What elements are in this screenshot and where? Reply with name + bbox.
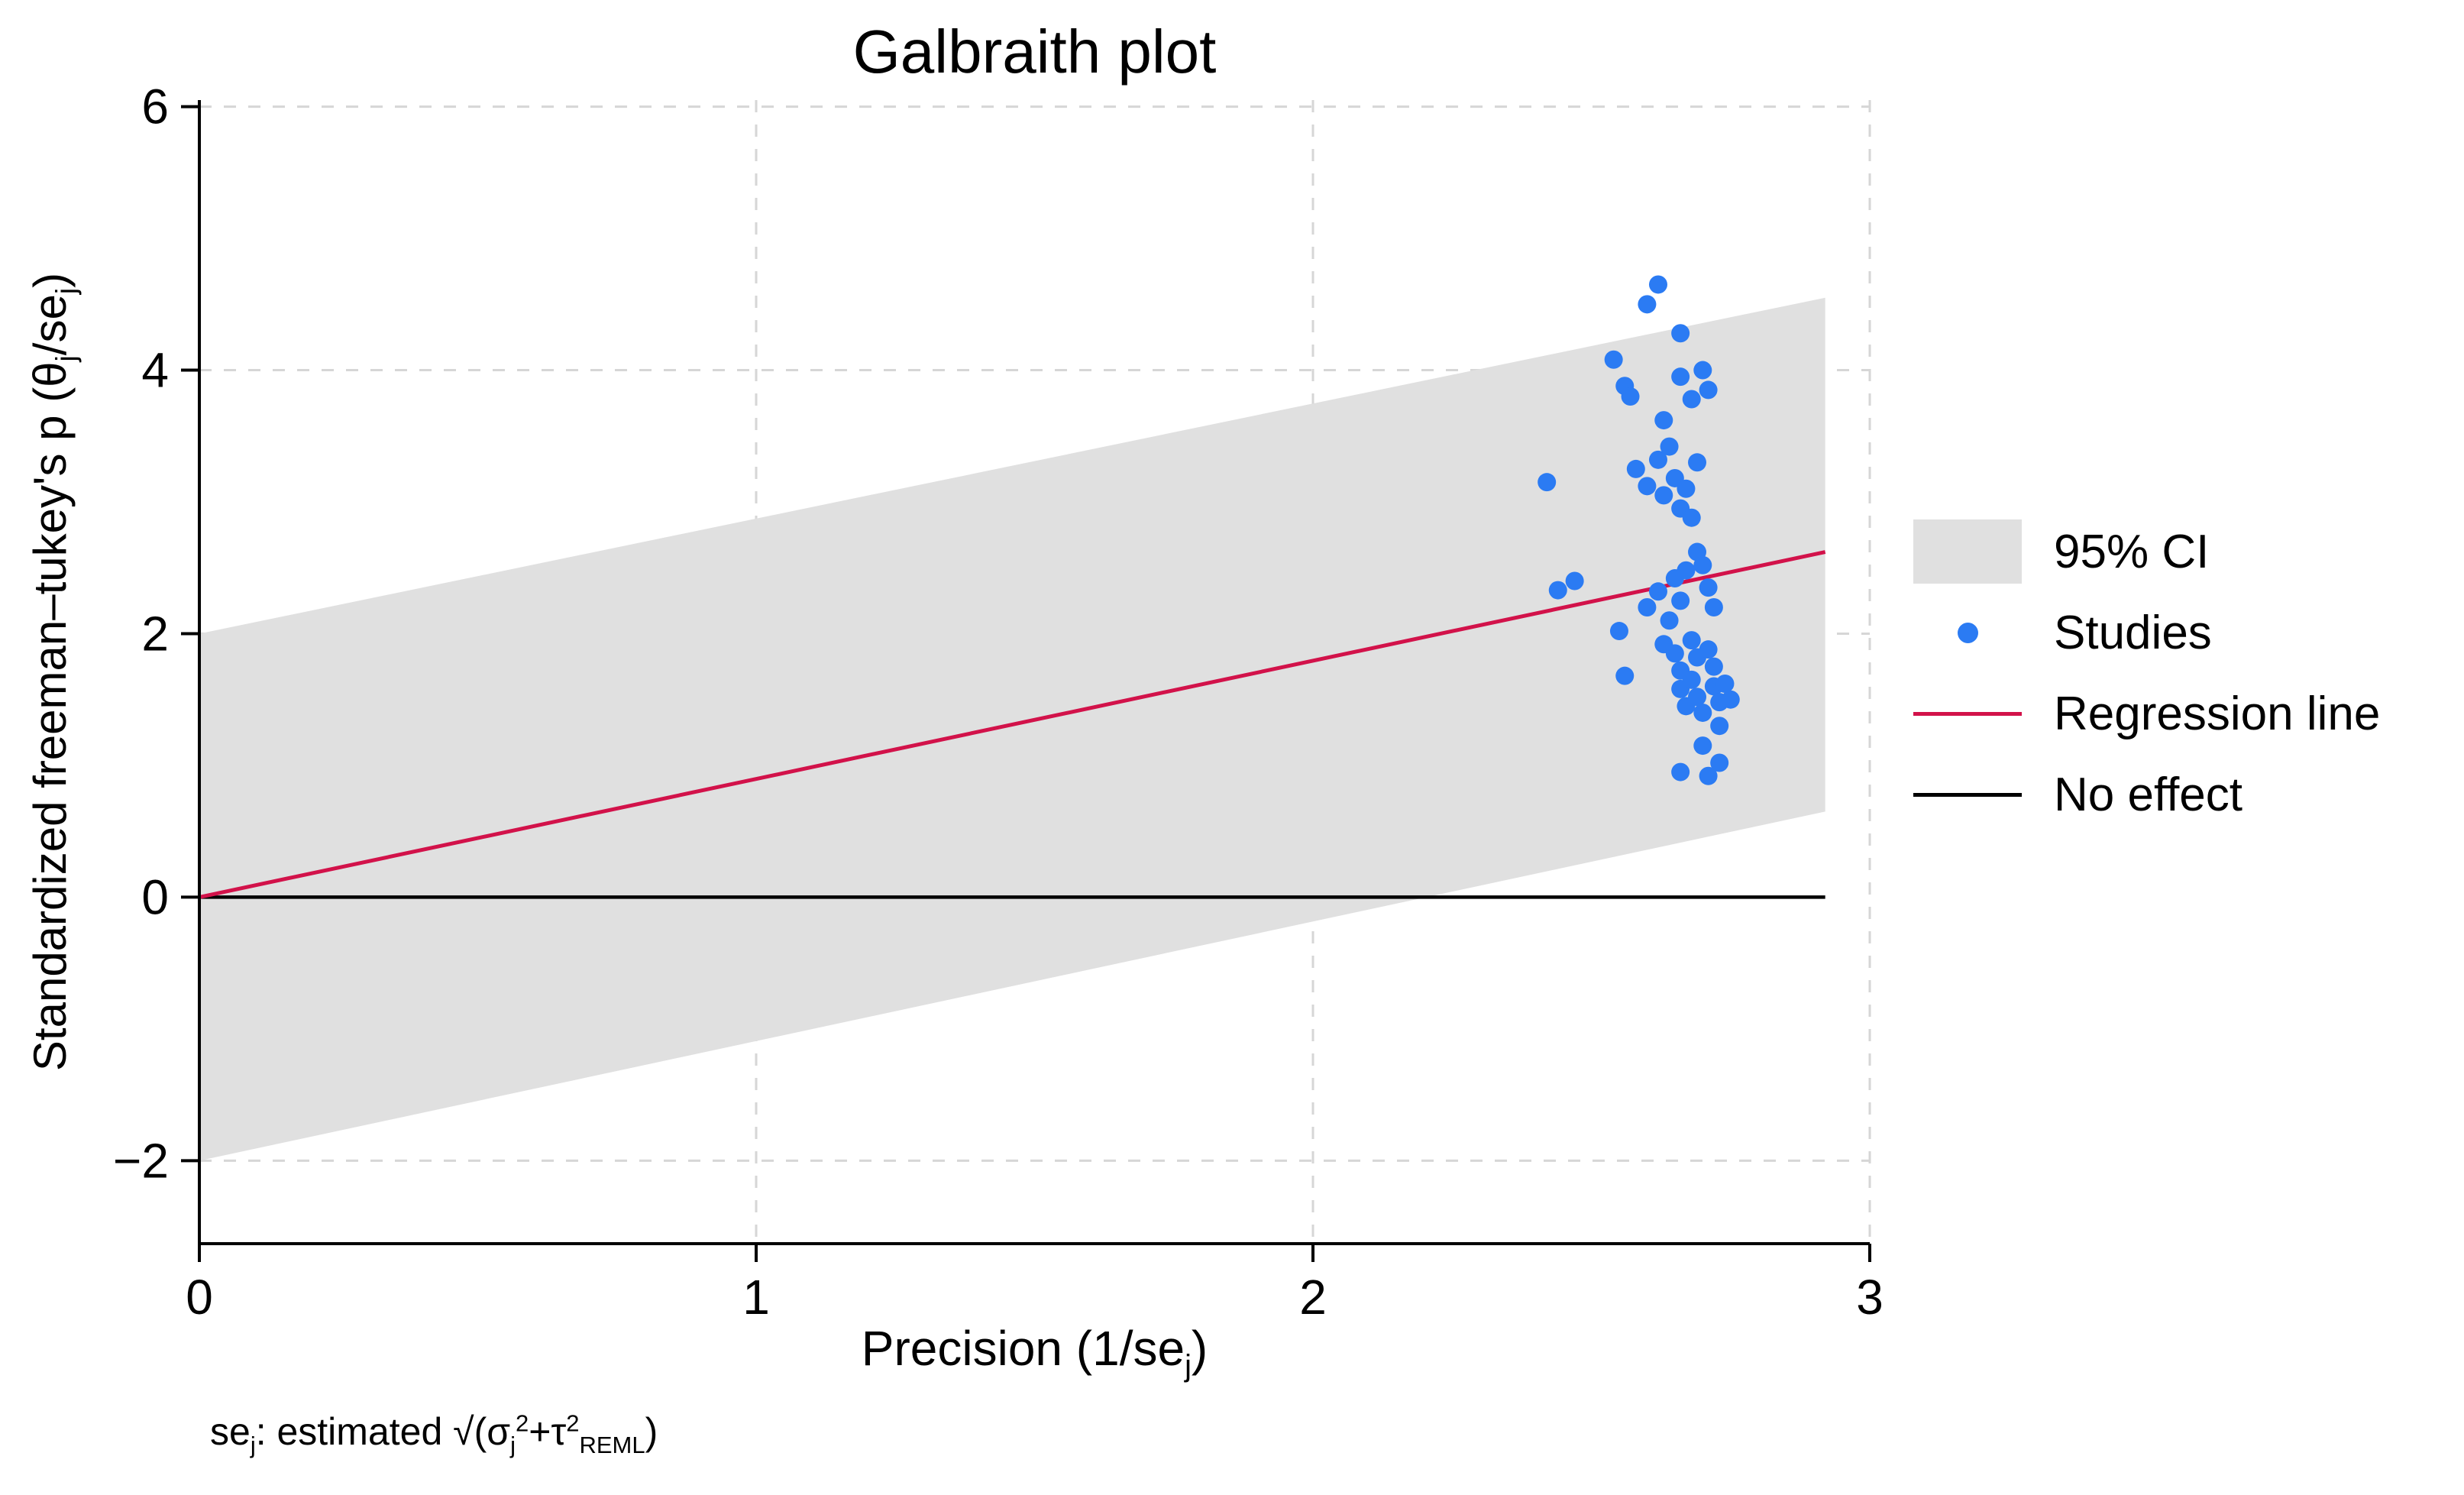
study-point (1693, 703, 1712, 722)
study-point (1715, 675, 1735, 694)
y-tick-label: 6 (141, 79, 169, 134)
ci-band-swatch (1913, 519, 2022, 584)
study-point (1699, 766, 1718, 785)
study-point (1704, 597, 1723, 616)
footnote: sej: estimated √(σj2+τ2REML) (210, 1409, 658, 1458)
y-tick-label: 4 (141, 343, 169, 398)
study-point (1665, 644, 1684, 663)
study-point (1548, 581, 1567, 600)
legend-item-ci: 95% CI (1913, 519, 2380, 584)
study-point (1648, 275, 1667, 294)
regression-line (199, 550, 1826, 899)
study-point (1710, 717, 1729, 736)
study-point (1648, 450, 1667, 469)
study-point (1660, 437, 1679, 456)
study-point (1682, 390, 1701, 409)
x-tick-label: 0 (186, 1270, 213, 1325)
no-effect-line-swatch (1913, 792, 2022, 797)
study-point (1688, 453, 1707, 472)
legend: 95% CI Studies Regression line No effect (1913, 519, 2380, 827)
study-point (1648, 582, 1667, 601)
study-point (1604, 350, 1623, 369)
study-point (1615, 666, 1635, 685)
study-point (1688, 688, 1707, 707)
study-point (1654, 411, 1673, 430)
x-tick-label: 1 (742, 1270, 770, 1325)
study-point (1693, 736, 1712, 756)
x-tick-label: 3 (1856, 1270, 1884, 1325)
study-point (1699, 380, 1718, 400)
study-point (1704, 657, 1723, 676)
study-point (1626, 459, 1645, 478)
study-point (1693, 555, 1712, 574)
studies-marker-swatch (1913, 600, 2022, 665)
study-point (1671, 591, 1690, 610)
legend-label-studies: Studies (2054, 606, 2212, 659)
study-point (1677, 479, 1696, 498)
study-point (1671, 367, 1690, 387)
study-dot-icon (1957, 622, 1978, 643)
study-point (1693, 361, 1712, 380)
study-point (1699, 578, 1718, 597)
study-point (1654, 486, 1673, 505)
study-point (1699, 640, 1718, 659)
study-point (1609, 622, 1628, 641)
study-point (1621, 387, 1640, 406)
legend-item-regression: Regression line (1913, 681, 2380, 746)
chart-title: Galbraith plot (852, 18, 1217, 86)
legend-item-studies: Studies (1913, 600, 2380, 665)
x-axis-label: Precision (1/sej) (861, 1321, 1208, 1383)
study-point (1671, 324, 1690, 343)
study-point (1671, 762, 1690, 781)
study-point (1638, 597, 1657, 616)
legend-label-regression: Regression line (2054, 687, 2381, 740)
study-point (1721, 690, 1740, 709)
study-point (1710, 753, 1729, 772)
study-point (1682, 508, 1701, 527)
study-point (1682, 631, 1701, 650)
legend-label-ci: 95% CI (2054, 525, 2210, 578)
y-tick-label: 0 (141, 869, 169, 924)
study-point (1538, 473, 1557, 492)
study-point (1638, 477, 1657, 496)
study-point (1565, 571, 1584, 591)
study-point (1638, 295, 1657, 314)
y-tick-label: −2 (113, 1133, 169, 1188)
y-axis-label-text: Standardized freeman–tukey's p (θj/sej) (24, 272, 82, 1072)
y-axis-label: Standardized freeman–tukey's p (θj/sej) (0, 100, 107, 1244)
study-point (1677, 561, 1696, 580)
legend-label-no-effect: No effect (2054, 768, 2243, 821)
regression-line-swatch (1913, 711, 2022, 716)
y-tick-label: 2 (141, 606, 169, 661)
ci-band (199, 297, 1825, 1161)
study-point (1660, 611, 1679, 630)
legend-item-no-effect: No effect (1913, 762, 2380, 827)
x-tick-label: 2 (1299, 1270, 1327, 1325)
study-point (1682, 670, 1701, 689)
